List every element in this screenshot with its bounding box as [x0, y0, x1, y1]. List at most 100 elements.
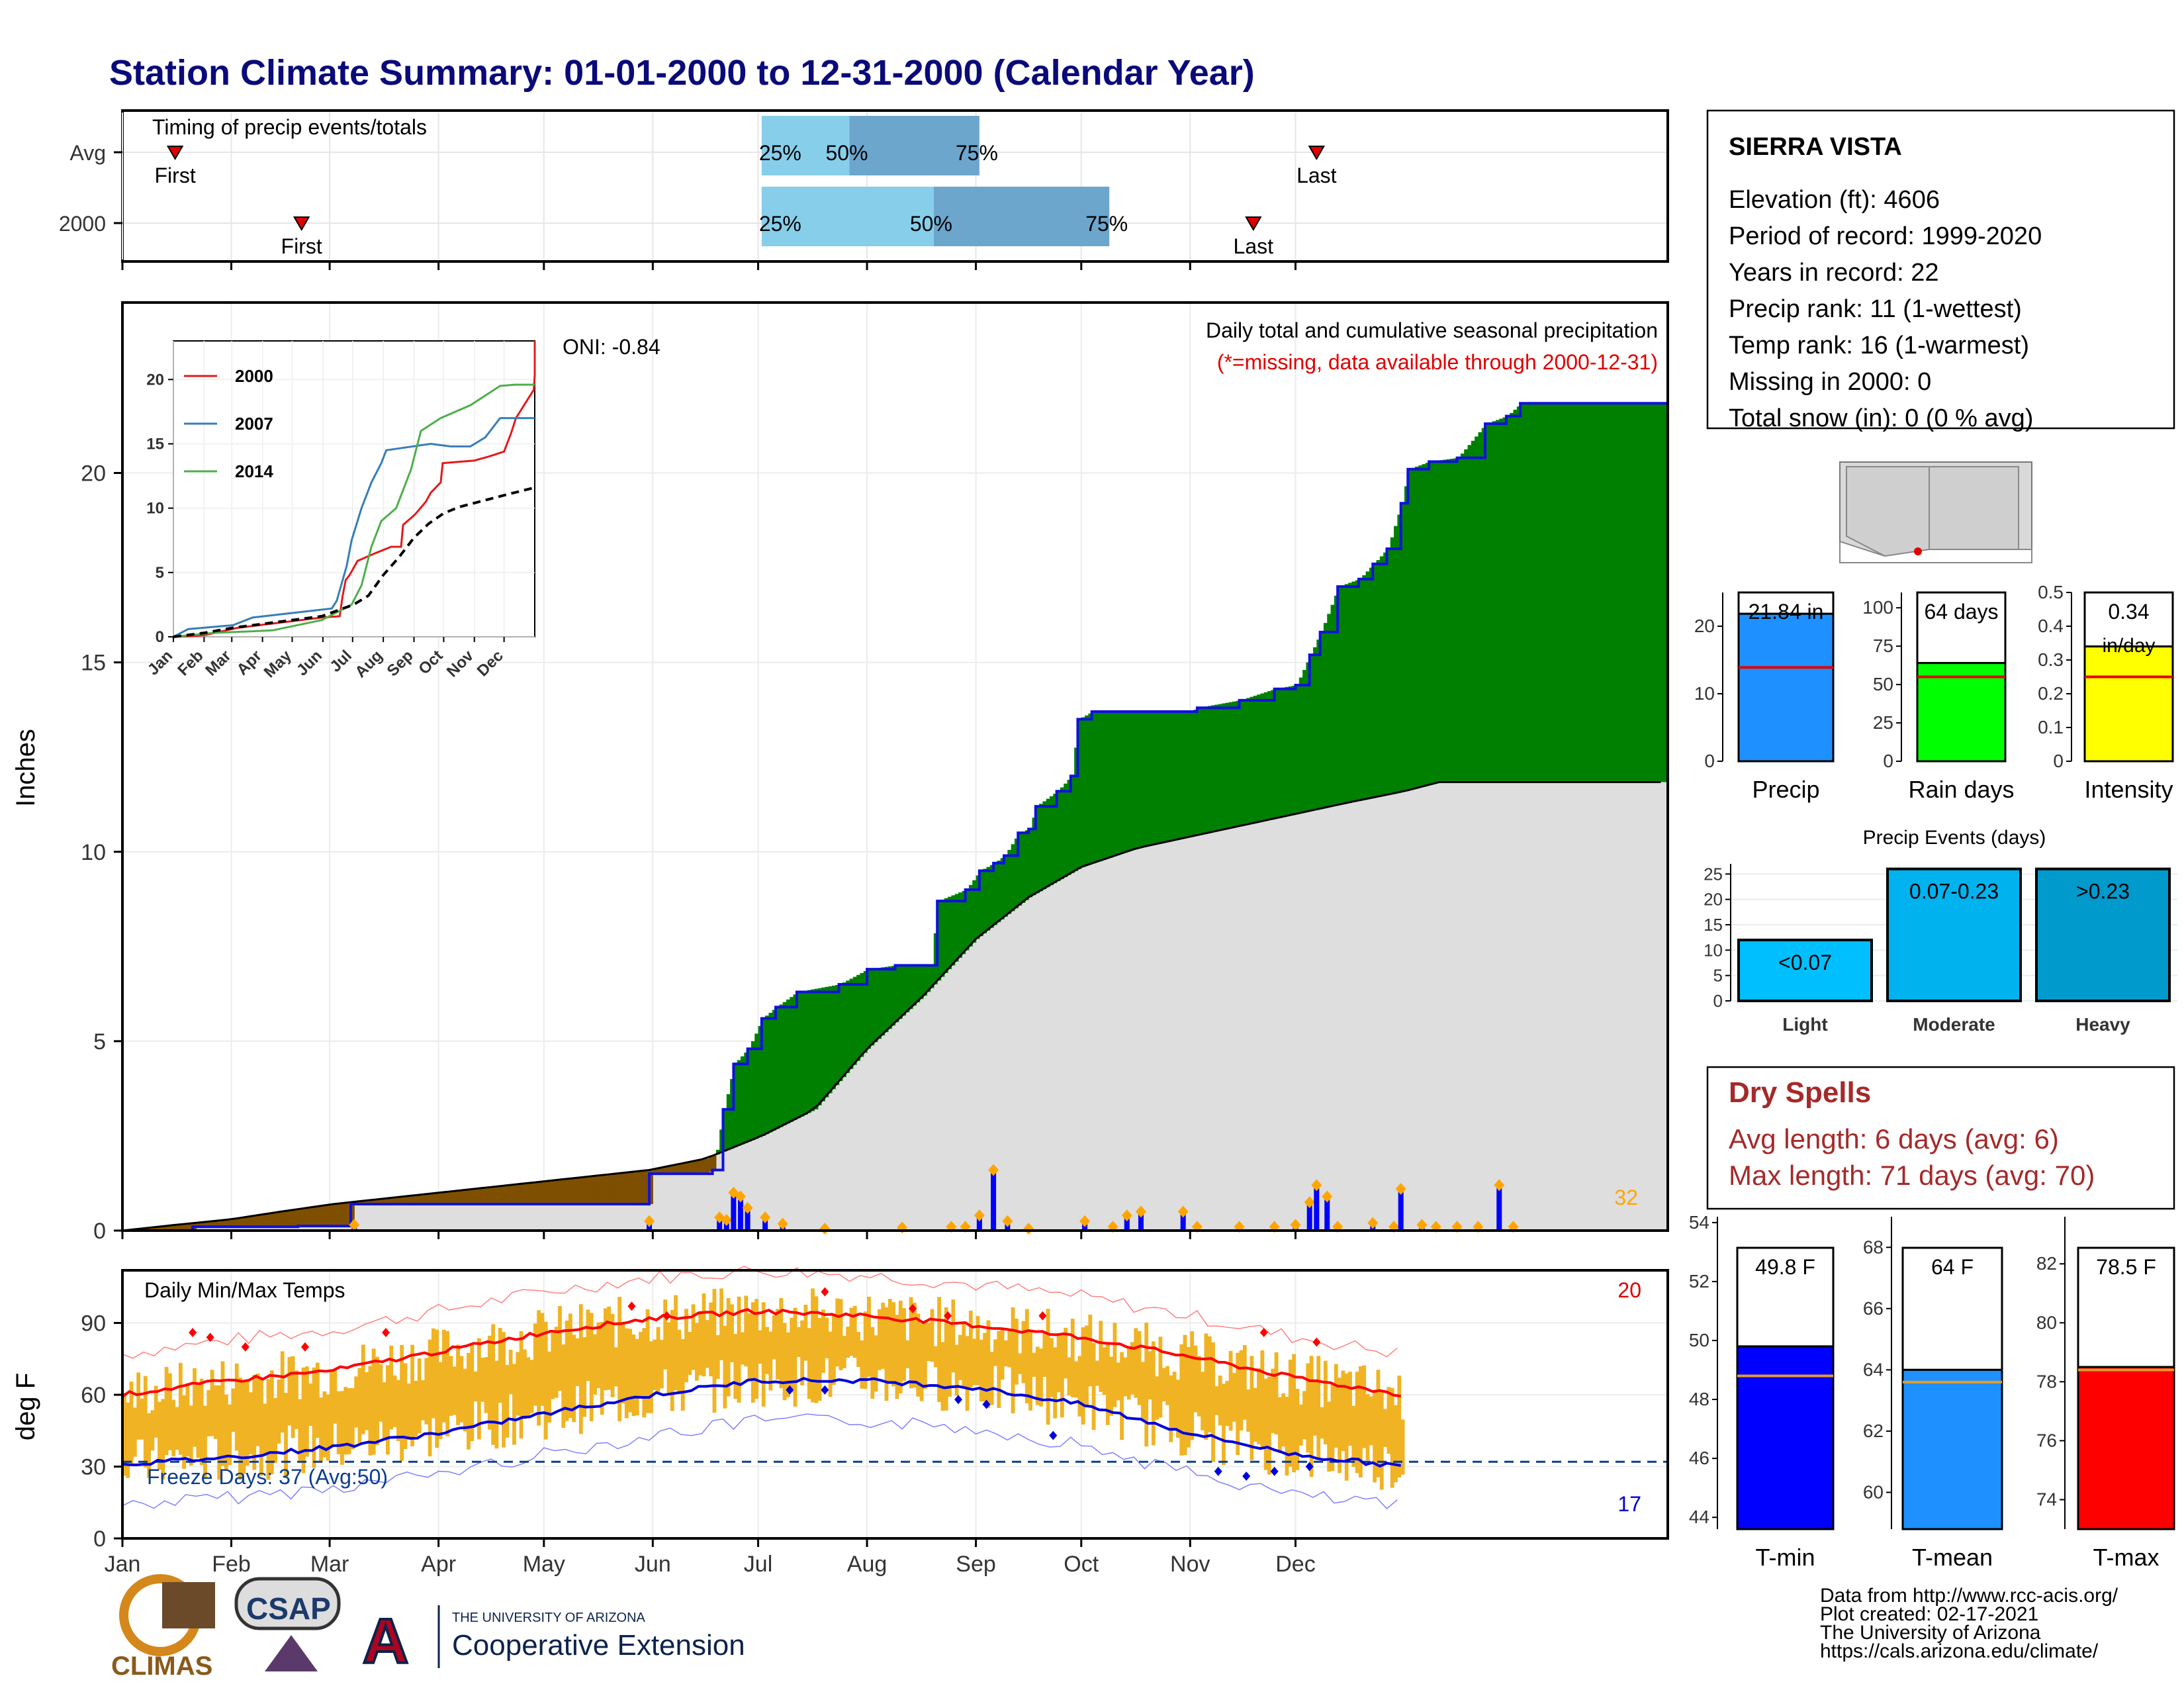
summary-ytick-label: 78 [2036, 1371, 2057, 1391]
deficit-area [361, 1201, 365, 1204]
daily-temp-bar [473, 1371, 478, 1402]
daily-temp-bar [758, 1330, 762, 1364]
daily-temp-bar [491, 1324, 496, 1445]
precip-y-label: Inches [11, 729, 40, 807]
daily-temp-bar [1018, 1353, 1023, 1374]
deficit-area [484, 1188, 488, 1204]
surplus-area [842, 982, 846, 1078]
record-high-marker [821, 1287, 829, 1297]
daily-temp-bar [607, 1306, 612, 1390]
daily-temp-bar [958, 1335, 962, 1380]
daily-temp-bar [709, 1302, 713, 1377]
daily-temp-bar [122, 1393, 126, 1476]
daily-temp-bar [968, 1311, 973, 1388]
record-low-line [122, 1413, 1398, 1510]
daily-temp-bar [1179, 1344, 1184, 1456]
deficit-area [649, 1170, 653, 1204]
surplus-area [1449, 459, 1454, 782]
daily-temp-bar [803, 1304, 808, 1361]
deficit-area [498, 1186, 502, 1204]
daily-temp-bar [467, 1352, 471, 1450]
daily-temp-bar [480, 1358, 485, 1402]
deficit-area [175, 1225, 179, 1231]
daily-temp-bar [220, 1361, 225, 1466]
surplus-area [1506, 416, 1510, 782]
daily-temp-bar [203, 1405, 207, 1478]
month-label: Nov [1170, 1552, 1210, 1577]
daily-temp-bar [175, 1407, 179, 1450]
deficit-area [529, 1182, 534, 1204]
daily-temp-bar [1334, 1364, 1338, 1448]
surplus-area [1292, 685, 1297, 815]
surplus-area [1035, 806, 1040, 894]
surplus-area [898, 965, 903, 1019]
surplus-area [1601, 403, 1606, 782]
daily-temp-bar [1379, 1391, 1384, 1490]
deficit-area [624, 1172, 629, 1204]
surplus-area [895, 965, 899, 1023]
precip-annotation-missing: (*=missing, data available through 2000-… [1217, 350, 1658, 374]
deficit-area [389, 1197, 394, 1204]
daily-temp-bar [800, 1320, 805, 1385]
summary-value-frame [1737, 591, 1835, 615]
surplus-area [1359, 579, 1363, 801]
surplus-area [1088, 713, 1093, 865]
surplus-area [1313, 647, 1317, 810]
deficit-area [263, 1214, 267, 1227]
inset-series-line [173, 341, 536, 638]
daily-temp-bar [747, 1313, 752, 1380]
daily-temp-bar [1169, 1375, 1173, 1442]
daily-temp-bar [902, 1308, 906, 1381]
daily-temp-bar [835, 1298, 840, 1367]
deficit-area [371, 1199, 376, 1204]
daily-temp-bar [1365, 1393, 1370, 1461]
daily-temp-bar [913, 1303, 917, 1388]
inset-legend-label: 2000 [235, 366, 273, 386]
surplus-area [1214, 704, 1219, 831]
surplus-area [881, 967, 886, 1036]
surplus-area [972, 880, 977, 943]
daily-temp-bar [193, 1368, 197, 1447]
surplus-area [803, 990, 808, 1115]
surplus-area [1165, 712, 1170, 842]
daily-temp-bar [1232, 1373, 1236, 1422]
surplus-area [744, 1053, 749, 1143]
daily-temp-bar [811, 1288, 815, 1403]
daily-temp-bar [167, 1373, 172, 1450]
month-label: Apr [421, 1552, 456, 1577]
daily-temp-bar [631, 1335, 636, 1417]
daily-precip-bar [745, 1207, 751, 1231]
temps-ytick-label: 60 [81, 1383, 106, 1408]
deficit-area [350, 1202, 355, 1227]
deficit-area [575, 1178, 580, 1204]
timing-box-upper [849, 116, 979, 175]
summary-ytick-label: 0.3 [2038, 649, 2064, 670]
daily-temp-bar [1099, 1321, 1103, 1392]
daily-temp-bar [1211, 1342, 1215, 1462]
dry-spells-frame [1706, 1066, 2175, 1210]
month-label: Feb [212, 1552, 251, 1577]
daily-temp-bar [319, 1397, 323, 1462]
record-high-marker [189, 1328, 197, 1338]
daily-temp-bar [182, 1395, 187, 1470]
deficit-area [596, 1176, 601, 1204]
daily-temp-bar [154, 1385, 158, 1438]
surplus-area [1309, 655, 1314, 811]
summary-ytick-label: 10 [1694, 683, 1715, 704]
precip-areas [122, 402, 1668, 1232]
surplus-area [772, 1009, 776, 1131]
oni-label: ONI: -0.84 [563, 335, 660, 359]
surplus-area [1004, 855, 1008, 917]
deficit-area [178, 1224, 183, 1231]
precip-ytick-label: 20 [81, 461, 106, 487]
daily-temp-bar [986, 1320, 991, 1409]
daily-temp-bar [326, 1394, 330, 1461]
daily-temp-bar [189, 1405, 193, 1466]
month-label: Sep [956, 1552, 996, 1577]
daily-temp-bar [516, 1352, 520, 1416]
surplus-area [940, 900, 945, 977]
summary-ytick-label: 82 [2036, 1253, 2057, 1274]
deficit-area [392, 1197, 397, 1204]
daily-temp-bar [379, 1364, 383, 1422]
deficit-area [224, 1219, 228, 1227]
